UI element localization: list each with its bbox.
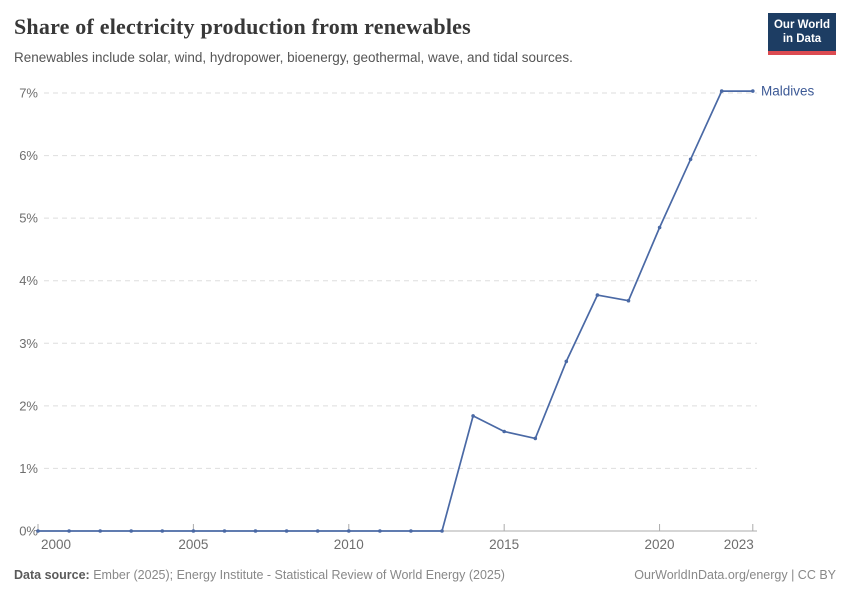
data-point	[626, 298, 631, 303]
x-tick-label: 2000	[41, 537, 71, 552]
x-tick-label: 2010	[334, 537, 364, 552]
data-point	[657, 225, 662, 230]
data-point	[409, 529, 413, 533]
credit-link[interactable]: OurWorldInData.org/energy | CC BY	[634, 568, 836, 582]
y-tick-label: 6%	[19, 148, 38, 163]
data-point	[315, 529, 320, 533]
data-point	[284, 529, 289, 533]
x-tick-label: 2015	[489, 537, 519, 552]
y-tick-label: 7%	[19, 86, 38, 101]
data-point	[719, 89, 724, 93]
data-point	[67, 529, 71, 533]
data-source: Data source: Ember (2025); Energy Instit…	[14, 568, 505, 582]
x-tick-label: 2020	[645, 537, 675, 552]
y-tick-label: 1%	[19, 461, 38, 476]
y-tick-label: 2%	[19, 398, 38, 413]
data-point	[191, 529, 196, 533]
series-line	[37, 90, 754, 532]
owid-logo[interactable]: Our World in Data	[768, 13, 836, 55]
page-title: Share of electricity production from ren…	[14, 14, 471, 39]
data-point	[36, 529, 40, 533]
data-point	[564, 359, 569, 364]
chart-subtitle: Renewables include solar, wind, hydropow…	[14, 50, 573, 65]
data-point	[378, 529, 382, 533]
data-point	[160, 529, 165, 533]
y-tick-label: 0%	[19, 524, 38, 539]
data-point	[98, 529, 102, 533]
data-point	[253, 529, 258, 533]
data-source-label: Data source:	[14, 568, 90, 582]
data-point	[471, 414, 475, 418]
y-tick-label: 4%	[19, 273, 38, 288]
y-tick-label: 5%	[19, 211, 38, 226]
y-tick-label: 3%	[19, 336, 38, 351]
data-point	[440, 529, 444, 533]
series-label: Maldives	[761, 84, 815, 99]
owid-logo-line1: Our World	[773, 19, 830, 31]
data-point	[222, 529, 227, 533]
data-point	[502, 429, 507, 434]
data-point	[595, 293, 600, 297]
data-source-text: Ember (2025); Energy Institute - Statist…	[93, 568, 505, 582]
data-point	[129, 529, 133, 533]
data-point	[751, 89, 755, 93]
data-point	[688, 157, 693, 162]
data-point	[533, 436, 538, 441]
data-point	[347, 529, 351, 533]
x-tick-label: 2005	[178, 537, 208, 552]
x-tick-label: 2023	[724, 537, 754, 552]
owid-logo-line2: in Data	[782, 33, 822, 46]
